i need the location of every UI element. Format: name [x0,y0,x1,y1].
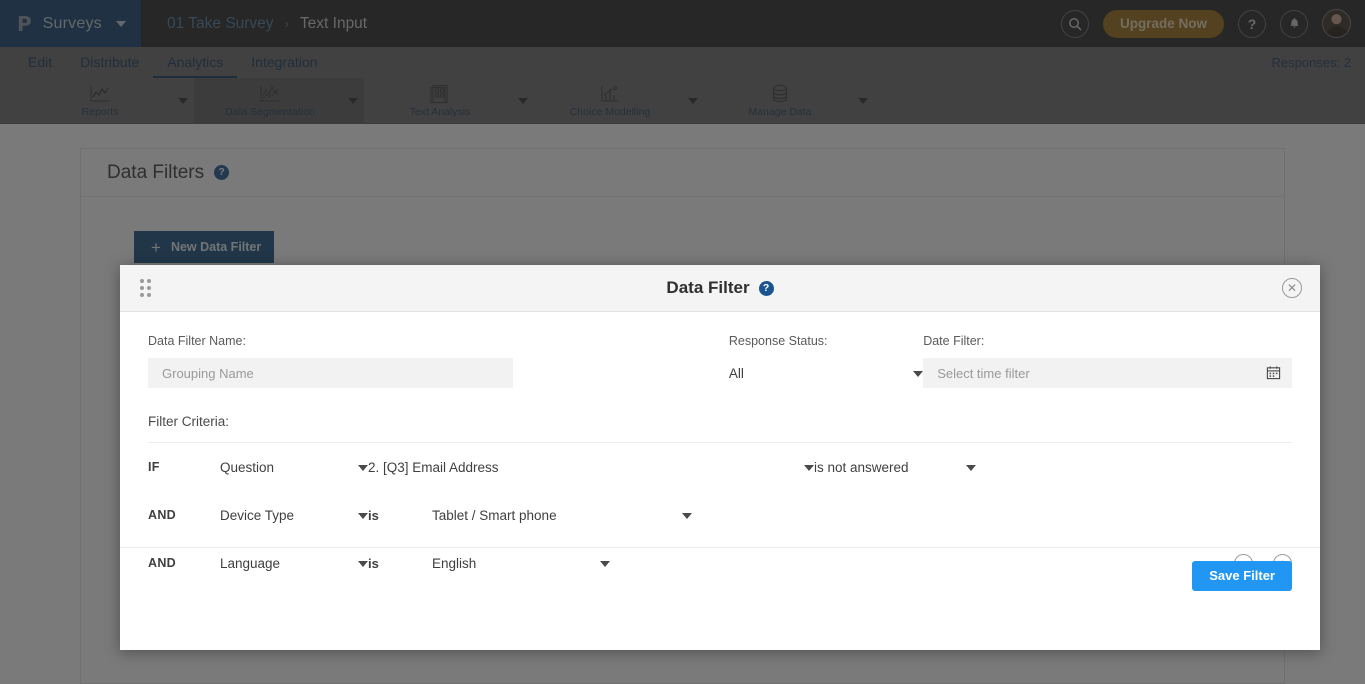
criteria-value-2: English [432,555,477,571]
table-row: IF Question 2. [Q3] Email Address is not… [148,443,1292,491]
save-filter-button[interactable]: Save Filter [1192,560,1292,591]
criteria-conjunction-2: AND [148,556,176,570]
data-filter-name-input[interactable] [148,358,513,388]
criteria-field-select-0[interactable]: Question [220,460,368,475]
modal-body: Data Filter Name: Response Status: All D… [120,312,1320,603]
criteria-value-select-1[interactable]: Tablet / Smart phone [432,508,692,523]
modal-title: Data Filter [666,278,750,297]
drag-dots-icon[interactable] [140,279,151,297]
criteria-value-1: Tablet / Smart phone [432,507,557,523]
modal-header: Data Filter ? ✕ [120,265,1320,312]
criteria-conjunction-1: AND [148,508,176,522]
chevron-down-icon [804,464,814,471]
criteria-field-select-2[interactable]: Language [220,556,368,571]
criteria-operator-select-0[interactable]: is not answered [814,460,976,475]
date-filter-input-wrap [923,358,1293,388]
data-filter-name-field-group: Data Filter Name: [148,334,513,388]
modal-footer: Save Filter [120,547,1320,603]
response-status-select[interactable]: All [728,358,924,388]
chevron-down-icon [600,560,610,567]
response-status-value: All [728,365,744,381]
criteria-question-select-0[interactable]: 2. [Q3] Email Address [368,460,814,475]
criteria-operator-value-0: is not answered [814,459,909,475]
table-row: AND Device Type is Tablet / Smart phone [148,491,1292,539]
calendar-icon[interactable] [1266,365,1281,380]
criteria-is-label-2: is [368,555,379,571]
criteria-value-select-2[interactable]: English [432,556,610,571]
question-mark-icon[interactable]: ? [758,280,774,296]
date-filter-label: Date Filter: [923,334,985,348]
criteria-field-value-2: Language [220,555,281,571]
criteria-question-value-0: 2. [Q3] Email Address [368,459,499,475]
response-status-field-group: Response Status: All [728,334,924,388]
close-icon[interactable]: ✕ [1282,278,1302,298]
criteria-conjunction-0: IF [148,460,160,474]
response-status-label: Response Status: [728,334,828,348]
date-filter-input[interactable] [923,358,1293,388]
criteria-field-select-1[interactable]: Device Type [220,508,368,523]
modal-title-wrap: Data Filter ? [120,278,1320,298]
criteria-field-value-1: Device Type [220,507,295,523]
chevron-down-icon [966,464,976,471]
chevron-down-icon [358,464,368,471]
criteria-is-label-1: is [368,507,379,523]
chevron-down-icon [358,560,368,567]
date-filter-field-group: Date Filter: [923,334,1293,388]
data-filter-modal: Data Filter ? ✕ Data Filter Name: Respon… [120,265,1320,650]
data-filter-name-label: Data Filter Name: [148,334,246,348]
criteria-field-value-0: Question [220,459,275,475]
chevron-down-icon [682,512,692,519]
modal-top-fields: Data Filter Name: Response Status: All D… [148,334,1293,388]
filter-criteria-label: Filter Criteria: [148,414,230,429]
chevron-down-icon [913,371,924,377]
chevron-down-icon [358,512,368,519]
